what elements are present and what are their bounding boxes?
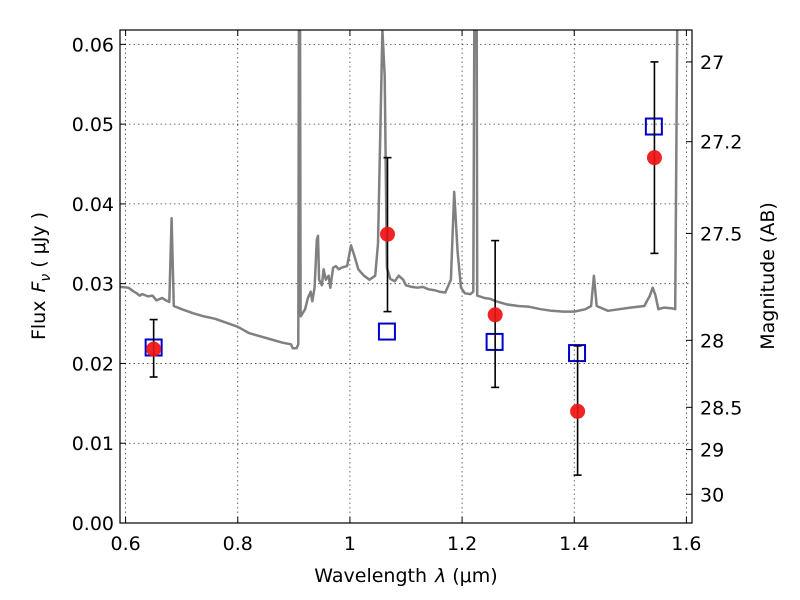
right-tick-label: 27 xyxy=(700,52,724,74)
right-tick-label: 28.5 xyxy=(700,397,742,419)
y-axis-label: FluxFν( μJy ) xyxy=(28,212,54,340)
tick-labels: 0.6 0.8 1 1.2 1.4 1.6 0.00 0.01 0.02 0.03 0.04 0.05… xyxy=(72,34,743,555)
x-tick-label: 0.6 xyxy=(110,533,140,555)
plot-frame xyxy=(119,29,693,524)
y-tick-label: 0.04 xyxy=(72,194,114,216)
y-tick-label: 0.06 xyxy=(72,34,114,56)
spectrum-line xyxy=(120,30,679,350)
x-tick-label: 1 xyxy=(344,533,356,555)
right-tick-label: 27.2 xyxy=(700,132,742,154)
tick-marks xyxy=(120,30,692,524)
marks-layer xyxy=(144,61,663,476)
y-tick-label: 0.01 xyxy=(72,433,114,455)
model-square xyxy=(377,322,396,341)
observed-point xyxy=(570,403,586,419)
y-tick-label: 0.00 xyxy=(72,513,114,535)
x-tick-label: 1.6 xyxy=(671,533,701,555)
right-tick-label: 30 xyxy=(700,484,724,506)
right-axis-label: Magnitude (AB) xyxy=(757,202,779,350)
y-tick-label: 0.05 xyxy=(72,114,114,136)
x-tick-label: 1.2 xyxy=(447,533,477,555)
right-tick-label: 28 xyxy=(700,330,724,352)
observed-point xyxy=(379,226,395,242)
y-tick-label: 0.03 xyxy=(72,274,114,296)
spectrum-layer xyxy=(120,30,679,350)
x-tick-label: 1.4 xyxy=(559,533,589,555)
y-tick-label: 0.02 xyxy=(72,353,114,375)
right-tick-label: 27.5 xyxy=(700,223,742,245)
plot-area xyxy=(120,30,692,523)
observed-point xyxy=(646,150,662,166)
observed-point xyxy=(487,307,503,323)
x-tick-label: 0.8 xyxy=(223,533,253,555)
observed-point xyxy=(146,341,162,357)
x-axis-label: Wavelength λ (μm) xyxy=(314,565,497,587)
right-tick-label: 29 xyxy=(700,440,724,462)
